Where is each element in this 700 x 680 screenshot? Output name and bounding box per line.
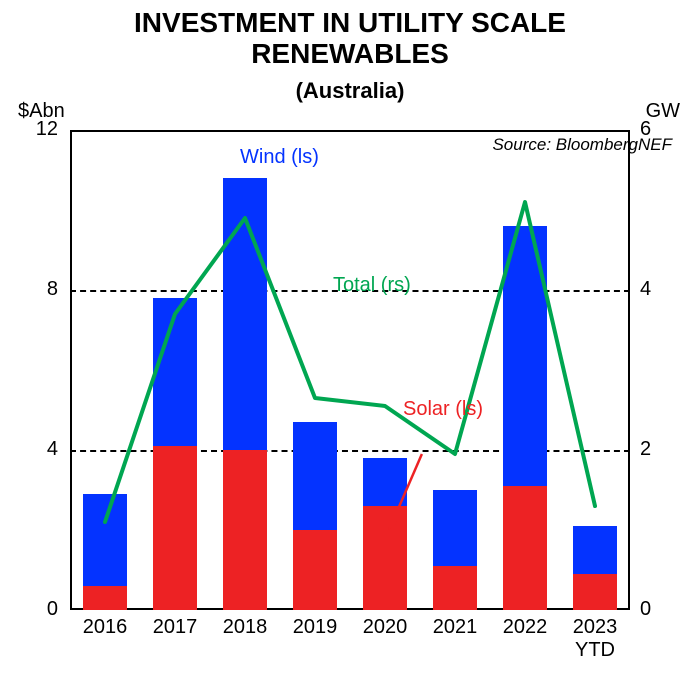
y-left-tick-label: 8: [0, 278, 58, 301]
x-tick-label: 2020: [350, 616, 420, 639]
y-left-tick-label: 0: [0, 598, 58, 621]
legend-total: Total (rs): [333, 274, 411, 297]
chart-container: INVESTMENT IN UTILITY SCALE RENEWABLES (…: [0, 0, 700, 680]
plot-area: [70, 130, 630, 610]
x-tick-label: 2019: [280, 616, 350, 639]
title-line-1: INVESTMENT IN UTILITY SCALE: [134, 7, 566, 38]
x-tick-label: 2021: [420, 616, 490, 639]
x-tick-label: 2016: [70, 616, 140, 639]
total-line: [105, 202, 595, 522]
legend-solar: Solar (ls): [403, 398, 483, 421]
y-right-tick-label: 6: [640, 118, 651, 141]
x-tick-label: 2017: [140, 616, 210, 639]
title-line-2: RENEWABLES: [251, 38, 449, 69]
legend-wind: Wind (ls): [240, 146, 319, 169]
solar-arrow: [389, 454, 422, 530]
y-left-tick-label: 12: [0, 118, 58, 141]
x-tick-label: 2018: [210, 616, 280, 639]
x-tick-label: 2023 YTD: [560, 616, 630, 662]
chart-subtitle: (Australia): [0, 78, 700, 104]
x-tick-label: 2022: [490, 616, 560, 639]
chart-title: INVESTMENT IN UTILITY SCALE RENEWABLES: [0, 8, 700, 70]
line-overlay: [70, 130, 630, 610]
y-right-tick-label: 0: [640, 598, 651, 621]
y-right-tick-label: 4: [640, 278, 651, 301]
y-right-tick-label: 2: [640, 438, 651, 461]
y-left-tick-label: 4: [0, 438, 58, 461]
